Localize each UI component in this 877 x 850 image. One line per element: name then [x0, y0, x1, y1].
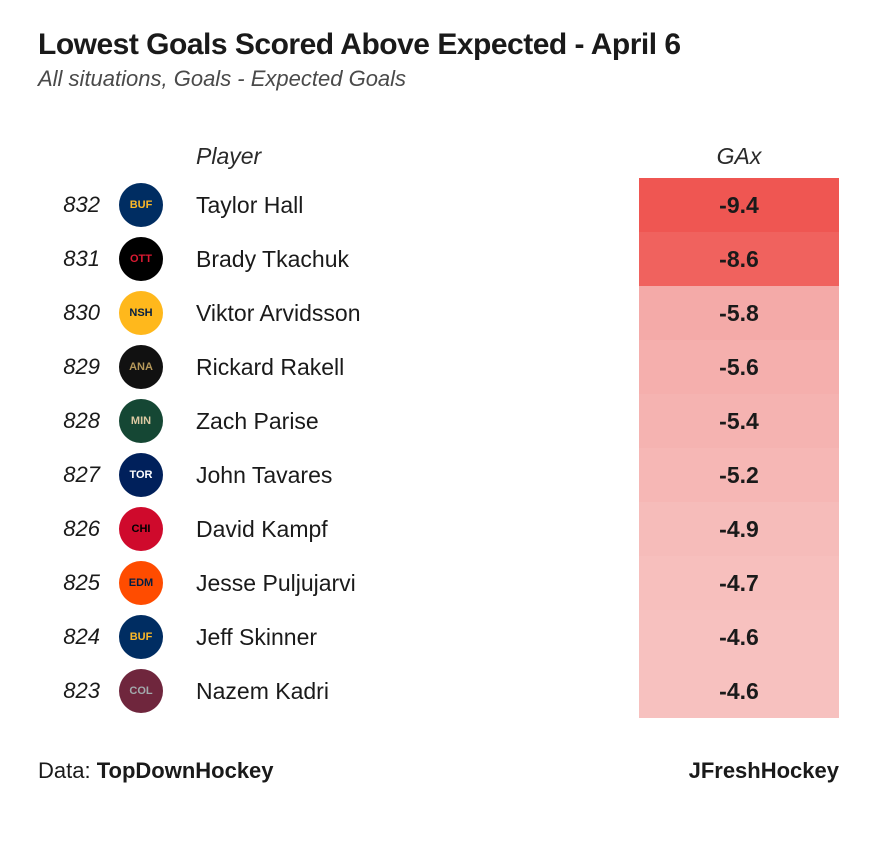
player-cell: Nazem Kadri [172, 678, 639, 705]
team-logo-icon: COL [119, 669, 163, 713]
team-logo-icon: ANA [119, 345, 163, 389]
gax-cell: -4.7 [639, 556, 839, 610]
player-cell: David Kampf [172, 516, 639, 543]
gax-cell: -4.6 [639, 610, 839, 664]
footer-data-source-name: TopDownHockey [97, 758, 274, 783]
player-cell: John Tavares [172, 462, 639, 489]
table-row: 827 TOR John Tavares-5.2 [38, 448, 839, 502]
team-logo-icon: TOR [119, 453, 163, 497]
table-row: 828 MIN Zach Parise-5.4 [38, 394, 839, 448]
player-cell: Brady Tkachuk [172, 246, 639, 273]
header-gax: GAx [639, 143, 839, 170]
rank-cell: 823 [38, 678, 110, 704]
team-logo-cell: CHI [110, 507, 172, 551]
gax-table: Player GAx 832 BUF Taylor Hall-9.4 831 OTT Br… [38, 134, 839, 718]
table-row: 826 CHI David Kampf-4.9 [38, 502, 839, 556]
team-logo-cell: BUF [110, 615, 172, 659]
table-row: 831 OTT Brady Tkachuk-8.6 [38, 232, 839, 286]
team-logo-cell: NSH [110, 291, 172, 335]
rank-cell: 826 [38, 516, 110, 542]
footer: Data: TopDownHockey JFreshHockey [38, 758, 839, 784]
footer-author: JFreshHockey [689, 758, 839, 784]
team-logo-icon: BUF [119, 183, 163, 227]
rank-cell: 829 [38, 354, 110, 380]
chart-title: Lowest Goals Scored Above Expected - Apr… [38, 28, 839, 62]
player-cell: Rickard Rakell [172, 354, 639, 381]
table-row: 823 COL Nazem Kadri-4.6 [38, 664, 839, 718]
gax-cell: -4.9 [639, 502, 839, 556]
player-cell: Viktor Arvidsson [172, 300, 639, 327]
table-row: 832 BUF Taylor Hall-9.4 [38, 178, 839, 232]
gax-cell: -5.6 [639, 340, 839, 394]
team-logo-cell: BUF [110, 183, 172, 227]
table-row: 824 BUF Jeff Skinner-4.6 [38, 610, 839, 664]
rank-cell: 830 [38, 300, 110, 326]
gax-cell: -4.6 [639, 664, 839, 718]
rank-cell: 831 [38, 246, 110, 272]
player-cell: Zach Parise [172, 408, 639, 435]
team-logo-icon: OTT [119, 237, 163, 281]
team-logo-icon: NSH [119, 291, 163, 335]
rank-cell: 827 [38, 462, 110, 488]
gax-cell: -5.2 [639, 448, 839, 502]
team-logo-cell: ANA [110, 345, 172, 389]
table-header-row: Player GAx [38, 134, 839, 178]
footer-data-label: Data: [38, 758, 97, 783]
footer-data-source: Data: TopDownHockey [38, 758, 274, 784]
team-logo-cell: COL [110, 669, 172, 713]
rank-cell: 824 [38, 624, 110, 650]
player-cell: Jesse Puljujarvi [172, 570, 639, 597]
player-cell: Taylor Hall [172, 192, 639, 219]
gax-cell: -8.6 [639, 232, 839, 286]
table-row: 829 ANA Rickard Rakell-5.6 [38, 340, 839, 394]
team-logo-icon: CHI [119, 507, 163, 551]
team-logo-icon: BUF [119, 615, 163, 659]
rank-cell: 828 [38, 408, 110, 434]
team-logo-cell: MIN [110, 399, 172, 443]
team-logo-cell: TOR [110, 453, 172, 497]
rank-cell: 832 [38, 192, 110, 218]
team-logo-icon: MIN [119, 399, 163, 443]
rank-cell: 825 [38, 570, 110, 596]
team-logo-cell: OTT [110, 237, 172, 281]
chart-subtitle: All situations, Goals - Expected Goals [38, 66, 839, 92]
team-logo-cell: EDM [110, 561, 172, 605]
team-logo-icon: EDM [119, 561, 163, 605]
gax-cell: -9.4 [639, 178, 839, 232]
table-row: 830 NSH Viktor Arvidsson-5.8 [38, 286, 839, 340]
gax-cell: -5.8 [639, 286, 839, 340]
table-row: 825 EDM Jesse Puljujarvi-4.7 [38, 556, 839, 610]
player-cell: Jeff Skinner [172, 624, 639, 651]
header-player: Player [172, 143, 639, 170]
gax-cell: -5.4 [639, 394, 839, 448]
